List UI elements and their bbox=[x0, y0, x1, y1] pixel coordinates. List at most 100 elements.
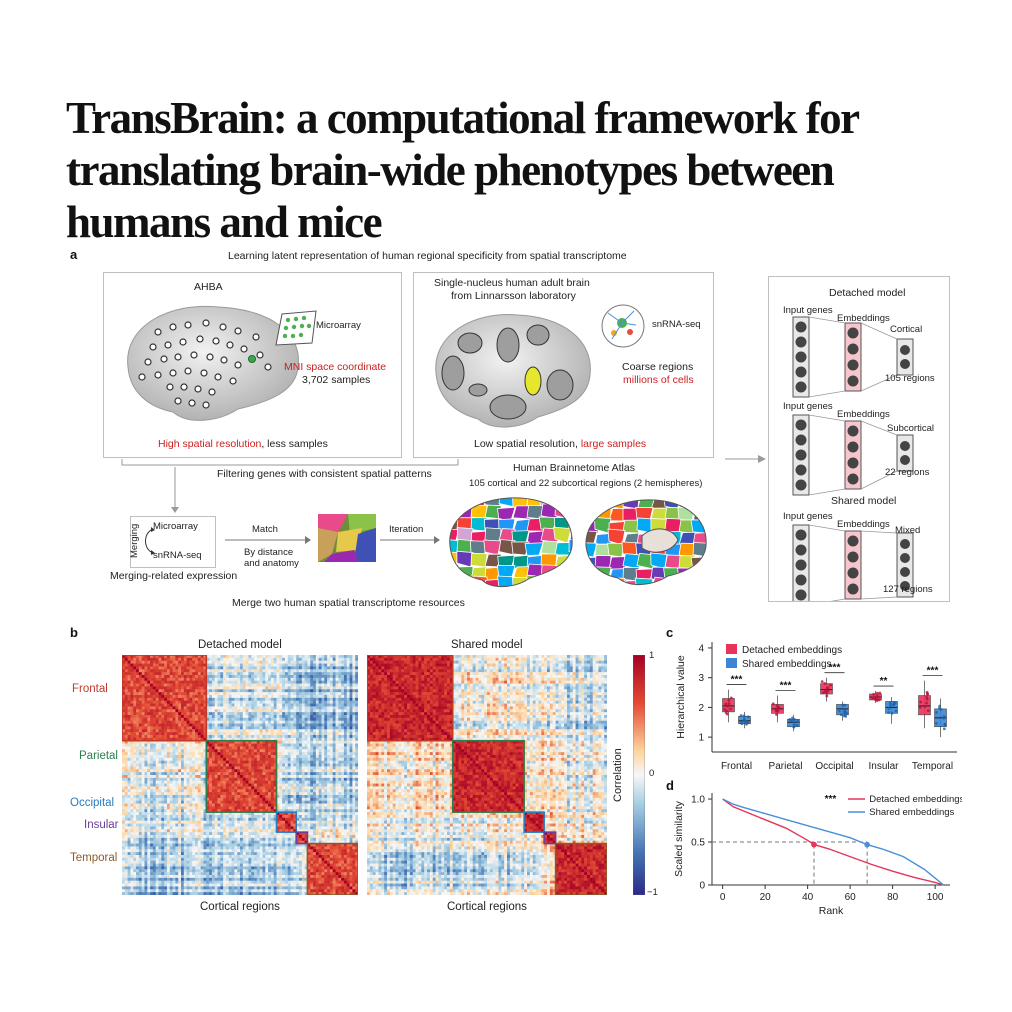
heatmap-cell bbox=[248, 697, 252, 702]
heatmap-cell bbox=[290, 703, 294, 707]
heatmap-cell bbox=[192, 689, 196, 693]
heatmap-cell bbox=[276, 655, 280, 659]
heatmap-cell bbox=[259, 777, 263, 782]
heatmap-cell bbox=[254, 675, 258, 679]
heatmap-cell bbox=[352, 752, 356, 756]
heatmap-cell bbox=[324, 677, 328, 682]
heatmap-cell bbox=[270, 709, 275, 713]
heatmap-cell bbox=[217, 783, 221, 787]
heatmap-cell bbox=[315, 737, 319, 742]
heatmap-cell bbox=[265, 743, 269, 747]
heatmap-cell bbox=[282, 797, 286, 802]
heatmap-cell bbox=[304, 769, 308, 773]
sample-dot bbox=[174, 353, 182, 361]
heatmap-cell bbox=[192, 669, 196, 673]
heatmap-cell bbox=[122, 712, 126, 716]
heatmap-cell bbox=[217, 657, 221, 662]
heatmap-cell bbox=[206, 800, 210, 804]
heatmap-cell bbox=[164, 686, 168, 690]
heatmap-cell bbox=[346, 683, 350, 687]
heatmap-cell bbox=[332, 660, 336, 664]
heatmap-cell bbox=[273, 703, 277, 707]
heatmap-cell bbox=[158, 743, 162, 747]
heatmap-cell bbox=[254, 660, 258, 664]
heatmap-cell bbox=[256, 677, 260, 682]
heatmap-cell bbox=[133, 797, 137, 802]
heatmap-cell bbox=[318, 766, 322, 770]
heatmap-cell bbox=[217, 706, 221, 710]
heatmap-cell bbox=[192, 723, 196, 727]
heatmap-cell bbox=[296, 732, 300, 736]
heatmap-cell bbox=[122, 723, 126, 727]
heatmap-cell bbox=[242, 735, 246, 739]
heatmap-cell bbox=[349, 677, 353, 682]
heatmap-cell bbox=[299, 803, 303, 807]
heatmap-cell bbox=[301, 752, 305, 756]
output-layer bbox=[896, 532, 914, 598]
heatmap-cell bbox=[220, 800, 224, 804]
heatmap-cell bbox=[282, 792, 286, 796]
heatmap-cell bbox=[284, 783, 289, 787]
heatmap-cell bbox=[211, 766, 216, 770]
heatmap-cell bbox=[282, 737, 286, 742]
heatmap-cell bbox=[158, 686, 162, 690]
heatmap-cell bbox=[299, 766, 303, 770]
heatmap-cell bbox=[237, 666, 241, 670]
heatmap-cell bbox=[152, 697, 157, 702]
heatmap-cell bbox=[181, 715, 185, 719]
heatmap-cell bbox=[310, 777, 314, 782]
heatmap-cell bbox=[155, 763, 159, 767]
heatmap-cell bbox=[287, 740, 291, 744]
heatmap-cell bbox=[169, 732, 173, 736]
heatmap-cell bbox=[240, 755, 244, 759]
heatmap-cell bbox=[130, 763, 134, 767]
heatmap-cell bbox=[268, 760, 272, 764]
heatmap-cell bbox=[192, 735, 196, 739]
heatmap-cell bbox=[200, 777, 204, 782]
heatmap-cell bbox=[293, 786, 297, 790]
heatmap-cell bbox=[150, 723, 154, 727]
heatmap-cell bbox=[234, 695, 238, 699]
heatmap-cell bbox=[245, 757, 249, 762]
heatmap-cell bbox=[343, 783, 348, 787]
heatmap-cell bbox=[248, 709, 252, 713]
heatmap-cell bbox=[273, 729, 277, 733]
ahba-samples-label: 3,702 samples bbox=[302, 374, 371, 386]
heatmap-cell bbox=[318, 726, 322, 730]
heatmap-cell bbox=[332, 683, 336, 687]
heatmap-cell bbox=[268, 792, 272, 796]
heatmap-cell bbox=[310, 715, 314, 719]
heatmap-cell bbox=[150, 809, 154, 813]
heatmap-cell bbox=[133, 660, 137, 664]
heatmap-cell bbox=[209, 700, 213, 704]
heatmap-cell bbox=[329, 700, 334, 704]
heatmap-cell bbox=[296, 760, 300, 764]
heatmap-cell bbox=[122, 809, 126, 813]
heatmap-cell bbox=[324, 740, 328, 744]
heatmap-cell bbox=[231, 660, 235, 664]
sample-dot bbox=[206, 353, 214, 361]
heatmap-cell bbox=[293, 692, 297, 696]
heatmap-cell bbox=[220, 726, 224, 730]
heatmap-cell bbox=[197, 760, 201, 764]
heatmap-cell bbox=[175, 809, 179, 813]
heatmap-cell bbox=[296, 720, 300, 724]
heatmap-cell bbox=[245, 737, 249, 742]
heatmap-cell bbox=[127, 766, 131, 770]
heatmap-cell bbox=[152, 766, 157, 770]
heatmap-cell bbox=[147, 677, 151, 682]
heatmap-cell bbox=[251, 780, 255, 784]
heatmap-cell bbox=[164, 717, 168, 722]
heatmap-cell bbox=[152, 769, 157, 773]
input-node bbox=[795, 336, 807, 348]
heatmap-cell bbox=[234, 663, 238, 667]
heatmap-cell bbox=[310, 709, 314, 713]
heatmap-cell bbox=[189, 697, 193, 702]
heatmap-cell bbox=[158, 755, 162, 759]
heatmap-cell bbox=[228, 697, 232, 702]
heatmap-cell bbox=[245, 686, 249, 690]
heatmap-cell bbox=[178, 777, 182, 782]
heatmap-cell bbox=[262, 712, 266, 716]
heatmap-cell bbox=[262, 695, 266, 699]
heatmap-cell bbox=[237, 723, 241, 727]
